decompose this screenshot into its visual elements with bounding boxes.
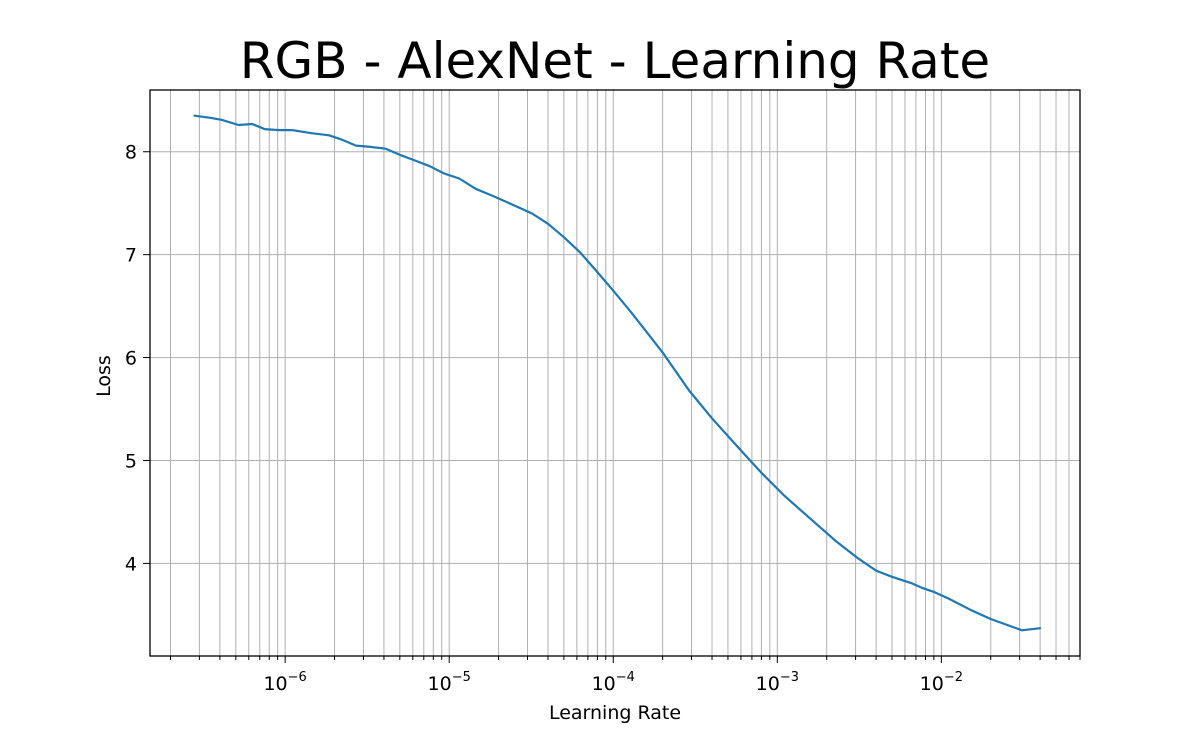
loss-line — [193, 114, 1042, 632]
x-tick-label: 10−3 — [756, 670, 799, 695]
y-tick-label: 8 — [125, 142, 137, 164]
x-tick-label: 10−6 — [263, 670, 306, 695]
y-tick-label: 6 — [125, 348, 137, 370]
plot-frame — [149, 89, 1081, 657]
y-axis-label: Loss — [93, 355, 115, 397]
x-tick-label: 10−4 — [592, 670, 635, 695]
chart-title: RGB - AlexNet - Learning Rate — [240, 32, 990, 90]
y-tick-label: 4 — [125, 553, 137, 575]
y-tick-label: 5 — [125, 450, 137, 472]
x-tick-label: 10−2 — [920, 670, 963, 695]
ticks-layer: 10−6 10−5 10−4 10−3 10−2 4 5 6 7 8 — [125, 142, 1081, 695]
x-tick-label: 10−5 — [428, 670, 471, 695]
grid-layer — [150, 90, 1081, 656]
y-tick-label: 7 — [125, 245, 137, 267]
x-axis-label: Learning Rate — [549, 702, 681, 724]
